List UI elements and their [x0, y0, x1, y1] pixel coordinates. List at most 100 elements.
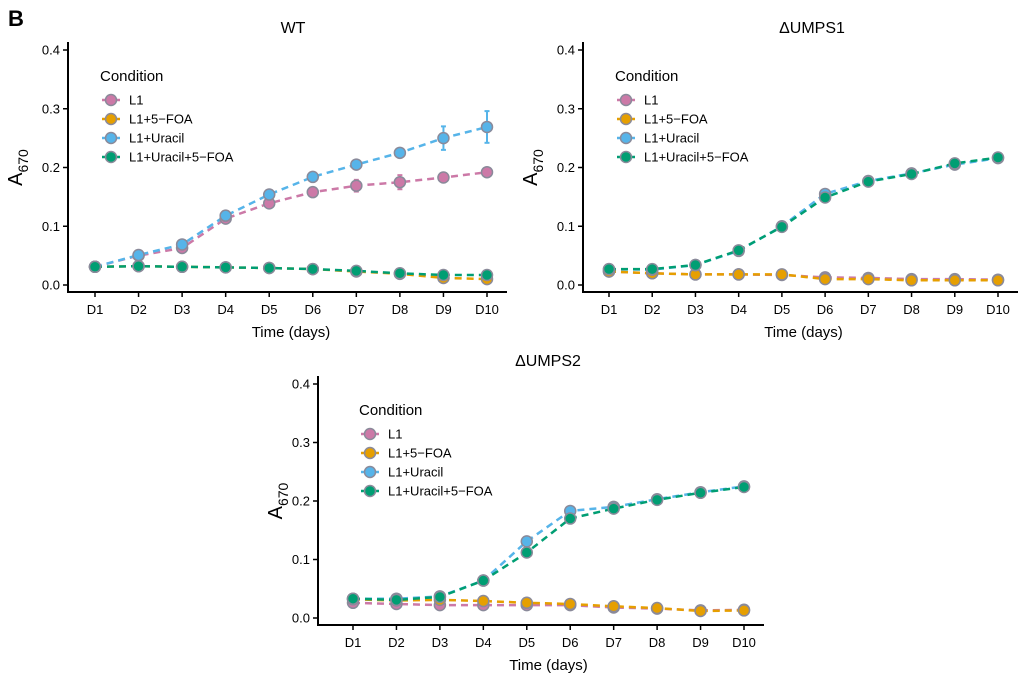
chart-2-data-point — [477, 574, 490, 587]
chart-0-legend-label: L1+5−FOA — [129, 112, 193, 127]
chart-2-y-tick-label: 0.0 — [292, 611, 310, 626]
chart-0-x-tick-label: D5 — [261, 302, 278, 317]
chart-0-x-tick-label: D2 — [130, 302, 147, 317]
chart-0-data-point — [175, 260, 189, 274]
chart-0-data-point — [132, 259, 145, 273]
chart-2-y-axis-title-main: A — [265, 505, 287, 519]
chart-1-legend-key-marker — [619, 150, 633, 164]
chart-0-x-tick-label: D8 — [392, 302, 409, 317]
chart-2-y-axis-title-sub: 670 — [275, 482, 291, 506]
chart-1-y-tick-label: 0.1 — [557, 219, 575, 234]
chart-1-y-tick-label: 0.2 — [557, 160, 575, 175]
chart-0-data-point — [437, 131, 450, 145]
chart-2-x-tick-label: D5 — [518, 635, 535, 650]
chart-2-legend-label: L1+Uracil — [388, 465, 443, 480]
chart-0-data-point — [219, 261, 232, 274]
chart-0-y-tick-label: 0.0 — [42, 278, 60, 293]
chart-0-y-axis-title-main: A — [5, 172, 27, 186]
chart-1-data-point — [818, 272, 832, 286]
chart-2-legend-key-marker — [363, 427, 377, 441]
chart-1-legend-label: L1+Uracil — [644, 131, 699, 146]
chart-0-x-tick-label: D7 — [348, 302, 365, 317]
chart-1-x-tick-label: D9 — [946, 302, 963, 317]
chart-1-data-point — [905, 167, 918, 181]
chart-0-x-tick-label: D1 — [87, 302, 104, 317]
chart-1-x-tick-label: D5 — [774, 302, 791, 317]
chart-1-legend-label: L1 — [644, 93, 658, 108]
chart-1-data-point — [732, 268, 745, 281]
panel-wt: WT 0.0 0.1 0.2 0.3 0.4 D1 D2 D3 D4 D5 D6 D7 D8 D9 D10 Ti… — [5, 20, 507, 341]
chart-0-legend-label: L1+Uracil — [129, 131, 184, 146]
chart-2-data-point — [563, 512, 577, 525]
chart-0-data-point — [350, 264, 363, 278]
chart-2-legend-title: Condition — [359, 402, 422, 419]
chart-1-data-point — [991, 151, 1005, 164]
chart-1-data-point — [862, 175, 875, 188]
chart-2-legend-key-marker — [363, 484, 377, 498]
chart-1-data-point — [645, 262, 659, 276]
chart-1-x-tick-label: D6 — [817, 302, 834, 317]
chart-0-y-tick-label: 0.1 — [42, 219, 60, 234]
chart-0-data-point — [132, 248, 145, 262]
chart-0-legend-key-marker — [104, 112, 118, 126]
chart-2-data-point — [694, 604, 707, 618]
chart-2-series-line-1 — [352, 598, 745, 613]
chart-0-data-point — [350, 158, 363, 171]
chart-0-x-axis-title: Time (days) — [252, 324, 331, 341]
chart-1-series-line-2 — [608, 156, 999, 271]
chart-0-title: WT — [281, 20, 306, 37]
chart-1-data-point — [732, 244, 745, 257]
chart-2-data-point — [520, 546, 534, 559]
chart-2-legend-label: L1+Uracil+5−FOA — [388, 484, 493, 499]
chart-1-legend-title: Condition — [615, 68, 678, 85]
chart-2-y-tick-label: 0.2 — [292, 494, 310, 509]
panel-letter: B — [8, 6, 24, 31]
panel-dumps1: ΔUMPS1 0.0 0.1 0.2 0.3 0.4 D1 D2 D3 D4 D5 D6 D7 D8 D9 D… — [520, 20, 1018, 341]
chart-0-x-tick-label: D4 — [217, 302, 234, 317]
chart-0-data-point — [393, 175, 407, 189]
chart-1-data-point — [775, 220, 789, 234]
chart-2-x-tick-label: D1 — [345, 635, 362, 650]
chart-2-x-tick-label: D10 — [732, 635, 756, 650]
chart-0-data-point — [437, 171, 450, 184]
chart-1-legend-label: L1+5−FOA — [644, 112, 708, 127]
chart-0-data-point — [393, 146, 407, 160]
chart-1-series-line-3 — [609, 156, 999, 271]
chart-2-data-point — [390, 593, 403, 607]
chart-2-data-point — [520, 535, 534, 548]
chart-2-legend-key-marker — [363, 446, 377, 460]
chart-2-data-point — [737, 480, 751, 494]
chart-0-data-point — [175, 238, 189, 251]
chart-1-legend-label: L1+Uracil+5−FOA — [644, 150, 749, 165]
chart-2-legend-key-marker — [363, 465, 377, 479]
chart-2-x-tick-label: D9 — [692, 635, 709, 650]
chart-2-series-line-3 — [352, 485, 745, 602]
chart-1-data-point — [905, 274, 918, 287]
chart-1-x-axis-title: Time (days) — [764, 324, 843, 341]
chart-0-y-axis-title-sub: 670 — [15, 149, 31, 173]
chart-2-x-tick-label: D2 — [388, 635, 405, 650]
chart-1-x-tick-label: D1 — [601, 302, 618, 317]
chart-0-data-point — [262, 261, 276, 275]
chart-2-y-axis-title: A670 — [265, 482, 291, 519]
chart-1-series-line-1 — [608, 270, 998, 282]
chart-1-x-tick-label: D10 — [986, 302, 1010, 317]
chart-0-data-point — [306, 262, 320, 276]
chart-2-data-point — [737, 604, 751, 617]
chart-1-x-tick-label: D8 — [903, 302, 920, 317]
chart-2-x-tick-label: D8 — [649, 635, 666, 650]
chart-1-data-point — [948, 274, 962, 287]
chart-0-legend-key-marker — [104, 150, 118, 164]
chart-1-y-axis-title-sub: 670 — [530, 149, 546, 173]
chart-1-data-point — [948, 157, 962, 170]
chart-1-data-point — [689, 258, 702, 272]
chart-2-data-point — [650, 601, 664, 615]
chart-1-x-tick-label: D3 — [687, 302, 704, 317]
chart-0-data-point — [262, 188, 276, 201]
chart-0-y-tick-label: 0.2 — [42, 160, 60, 175]
chart-0-data-point — [306, 170, 320, 184]
chart-0-data-point — [306, 185, 320, 199]
chart-0-data-point — [480, 165, 494, 179]
chart-2-x-tick-label: D7 — [605, 635, 622, 650]
